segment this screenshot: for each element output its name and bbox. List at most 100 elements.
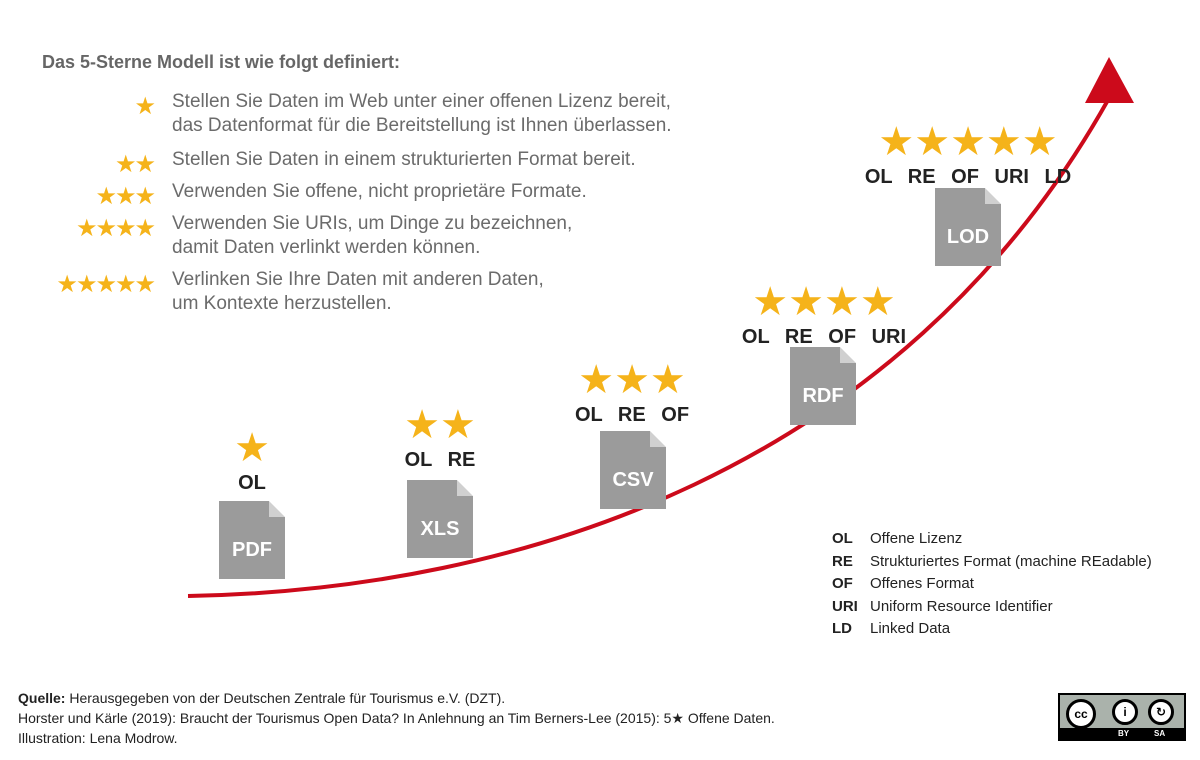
rule-line: das Datenformat für die Bereitstellung i… <box>172 115 672 136</box>
rule-line: damit Daten verlinkt werden können. <box>172 237 481 258</box>
document-fold <box>650 431 666 447</box>
document-icon: LOD <box>935 188 1001 266</box>
document-fold <box>985 188 1001 204</box>
legend-abbr: OL <box>832 530 853 547</box>
level-abbreviations: OL RE <box>310 449 570 472</box>
legend-abbr: URI <box>832 597 858 615</box>
level-abbr: OL <box>238 472 266 494</box>
level-abbreviations: OL RE OF <box>502 404 762 427</box>
level-stars-icon: ★ <box>234 426 270 470</box>
level-abbreviations: OL RE OF URI LD <box>838 166 1098 189</box>
level-abbr: RE <box>907 166 936 188</box>
footer-citation: Horster und Kärle (2019): Braucht der To… <box>18 710 775 726</box>
legend-row: URI Uniform Resource Identifier <box>832 596 1152 619</box>
format-label: RDF <box>802 385 844 407</box>
cc-by-sa-badge: cc i ↻ BY SA <box>1058 693 1186 741</box>
legend: OL Offene Lizenz RE Strukturiertes Format (… <box>832 528 1152 641</box>
rule-2: ★★ Stellen Sie Daten in einem strukturier… <box>0 148 740 182</box>
level-stars-icon: ★★ <box>404 403 476 447</box>
level-stars-icon: ★★★★ <box>752 280 896 324</box>
legend-row: LD Linked Data <box>832 618 1152 641</box>
level-abbr: OL <box>574 404 603 426</box>
legend-text: Linked Data <box>870 620 951 637</box>
legend-row: OL Offene Lizenz <box>832 528 1152 551</box>
rule-line: um Kontexte herzustellen. <box>172 293 392 314</box>
format-label: PDF <box>232 539 272 561</box>
share-alike-icon: ↻ <box>1148 699 1174 725</box>
rule-text: Verlinken Sie Ihre Daten mit anderen Dat… <box>172 268 544 316</box>
rule-text: Stellen Sie Daten in einem strukturierte… <box>172 148 636 172</box>
footer-illustration: Illustration: Lena Modrow. <box>18 730 178 746</box>
level-abbreviations: OL RE OF URI <box>694 326 954 349</box>
footer: Quelle: Herausgegeben von der Deutschen … <box>18 688 775 748</box>
document-icon: XLS <box>407 480 473 558</box>
intro-title: Das 5-Sterne Modell ist wie folgt defini… <box>42 52 401 72</box>
level-abbr: RE <box>447 449 476 471</box>
legend-row: RE Strukturiertes Format (machine REadabl… <box>832 551 1152 574</box>
legend-text: Offene Lizenz <box>870 530 963 547</box>
legend-abbr: LD <box>832 620 852 637</box>
rule-text: Verwenden Sie URIs, um Dinge zu bezeichn… <box>172 212 572 260</box>
level-stars-icon: ★★★ <box>578 358 686 402</box>
rule-stars-icon: ★★★★★ <box>56 271 156 298</box>
level-4-stars: ★★★★ OL RE OF URI <box>694 282 954 349</box>
rule-1: ★ Stellen Sie Daten im Web unter einer of… <box>0 90 740 136</box>
level-abbr: RE <box>784 326 813 348</box>
legend-abbr: RE <box>832 552 853 570</box>
rule-line: Verlinken Sie Ihre Daten mit anderen Dat… <box>172 269 544 290</box>
level-stars-icon: ★★★★★ <box>878 120 1058 164</box>
arrow-head-icon <box>1085 57 1134 103</box>
badge-by-label: BY <box>1118 729 1130 738</box>
level-abbr: OF <box>951 166 979 188</box>
document-icon: RDF <box>790 347 856 425</box>
footer-source-text: Herausgegeben von der Deutschen Zentrale… <box>65 690 506 706</box>
level-abbr: LD <box>1044 166 1072 188</box>
legend-text: Strukturiertes Format (machine REadable) <box>870 552 1152 570</box>
rule-text: Verwenden Sie offene, nicht proprietäre … <box>172 180 587 204</box>
badge-strip <box>1060 728 1184 739</box>
level-3-stars: ★★★ OL RE OF <box>502 360 762 427</box>
rule-line: Stellen Sie Daten im Web unter einer off… <box>172 91 671 112</box>
footer-source-label: Quelle: <box>18 690 66 706</box>
document-fold <box>269 501 285 517</box>
rule-stars-icon: ★★ <box>114 151 156 178</box>
growth-curve <box>187 99 1110 598</box>
rule-line: Verwenden Sie offene, nicht proprietäre … <box>172 181 587 202</box>
rule-5: ★★★★★ Verlinken Sie Ihre Daten mit andere… <box>0 268 740 314</box>
format-label: XLS <box>420 518 460 540</box>
badge-sa-label: SA <box>1154 729 1166 738</box>
document-fold <box>840 347 856 363</box>
level-abbr: OF <box>661 404 690 426</box>
level-abbreviations: OL <box>122 472 382 495</box>
level-abbr: OL <box>741 326 770 348</box>
footer-source: Quelle: Herausgegeben von der Deutschen … <box>18 688 775 708</box>
legend-text: Uniform Resource Identifier <box>870 597 1053 615</box>
level-abbr: OL <box>404 449 433 471</box>
cc-icon: cc <box>1066 699 1096 729</box>
document-icon: PDF <box>219 501 285 579</box>
level-abbr: URI <box>871 326 907 348</box>
level-abbr: OF <box>828 326 857 348</box>
attribution-icon: i <box>1112 699 1138 725</box>
rule-line: Verwenden Sie URIs, um Dinge zu bezeichn… <box>172 213 573 234</box>
rule-line: Stellen Sie Daten in einem strukturierte… <box>172 149 636 170</box>
legend-row: OF Offenes Format <box>832 573 1152 596</box>
format-label: LOD <box>946 226 990 248</box>
rule-3: ★★★ Verwenden Sie offene, nicht proprietä… <box>0 180 740 214</box>
rule-stars-icon: ★ <box>134 93 155 120</box>
rule-stars-icon: ★★★★ <box>75 215 156 242</box>
rule-text: Stellen Sie Daten im Web unter einer off… <box>172 90 672 138</box>
level-2-stars: ★★ OL RE <box>310 405 570 472</box>
level-abbr: OL <box>864 166 893 188</box>
document-fold <box>457 480 473 496</box>
level-1-stars: ★ OL <box>122 428 382 495</box>
legend-abbr: OF <box>832 575 853 592</box>
level-abbr: RE <box>617 404 646 426</box>
legend-text: Offenes Format <box>870 575 974 592</box>
document-icon: CSV <box>600 431 666 509</box>
format-label: CSV <box>612 469 654 491</box>
level-5-stars: ★★★★★ OL RE OF URI LD <box>838 122 1098 189</box>
rule-stars-icon: ★★★ <box>95 183 156 210</box>
rule-4: ★★★★ Verwenden Sie URIs, um Dinge zu beze… <box>0 212 740 258</box>
